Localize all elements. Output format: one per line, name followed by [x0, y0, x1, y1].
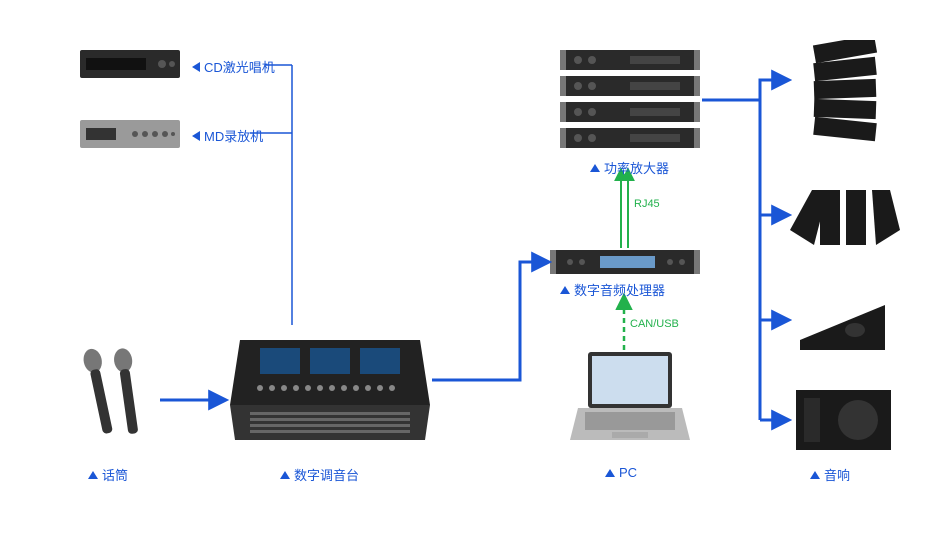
- triangle-icon: [280, 471, 290, 479]
- label-cd-player: CD激光唱机: [192, 57, 275, 76]
- triangle-icon: [192, 131, 200, 141]
- triangle-icon: [192, 62, 200, 72]
- label-rj45: RJ45: [634, 198, 660, 210]
- speakers-array: [790, 40, 900, 460]
- label-text: 数字音频处理器: [574, 280, 665, 299]
- label-text: 数字调音台: [294, 465, 359, 484]
- digital-mixer: [230, 320, 430, 450]
- triangle-icon: [560, 286, 570, 294]
- label-text: CD激光唱机: [204, 57, 275, 76]
- label-text: 功率放大器: [604, 158, 669, 177]
- label-text: MD录放机: [204, 126, 263, 145]
- label-text: 音响: [824, 465, 850, 484]
- label-amplifier: 功率放大器: [590, 158, 669, 177]
- label-text: PC: [619, 465, 637, 480]
- cd-player: [80, 50, 180, 78]
- label-md-recorder: MD录放机: [192, 126, 263, 145]
- pc-laptop: [570, 350, 690, 445]
- label-mixer: 数字调音台: [280, 465, 359, 484]
- microphones: [80, 345, 150, 455]
- power-amplifier: [560, 50, 700, 150]
- dsp-processor: [550, 250, 700, 274]
- triangle-icon: [88, 471, 98, 479]
- label-pc: PC: [605, 465, 637, 480]
- label-speakers: 音响: [810, 465, 850, 484]
- triangle-icon: [590, 164, 600, 172]
- label-dsp: 数字音频处理器: [560, 280, 665, 299]
- label-text: 话筒: [102, 465, 128, 484]
- triangle-icon: [810, 471, 820, 479]
- label-mics: 话筒: [88, 465, 128, 484]
- triangle-icon: [605, 469, 615, 477]
- label-can-usb: CAN/USB: [630, 318, 679, 330]
- md-recorder: [80, 120, 180, 148]
